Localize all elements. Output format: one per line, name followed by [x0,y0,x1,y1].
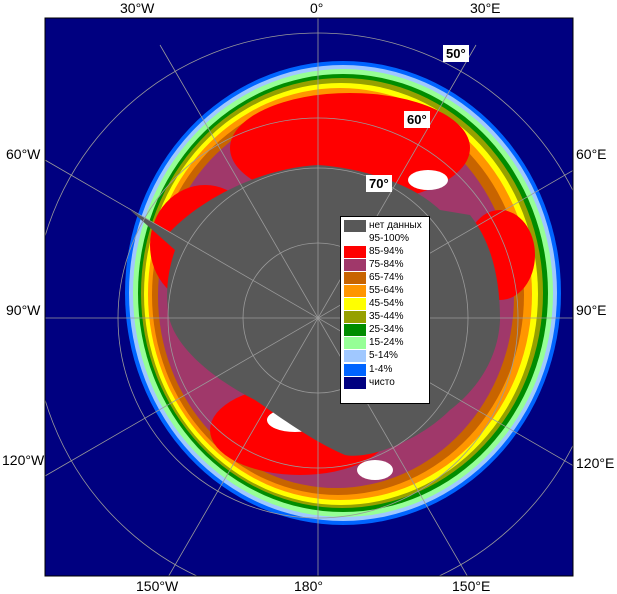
legend-item: 1-4% [344,363,426,376]
lat-label-60: 60° [404,111,430,128]
legend-item: 15-24% [344,337,426,350]
legend-label: 35-44% [369,311,404,323]
legend-item: нет данных [344,219,426,232]
legend-swatch [344,298,366,311]
legend-label: нет данных [369,219,422,231]
legend-swatch [344,376,366,389]
lon-label-left-90w: 90°W [6,302,41,318]
legend-item: 25-34% [344,324,426,337]
ice-patch-95-100-d [357,460,393,480]
meridian-150 [168,44,477,576]
legend-swatch [344,258,366,271]
legend-item: 75-84% [344,258,426,271]
legend-label: 95-100% [369,232,410,244]
legend-item: 5-14% [344,350,426,363]
legend-item: 55-64% [344,284,426,298]
lat-label-70: 70° [366,175,392,192]
legend-item: 45-54% [344,298,426,311]
legend-label: 55-64% [369,285,404,297]
legend-item: чисто [344,376,426,389]
lon-label-left-120w: 120°W [2,452,45,468]
legend-item: 85-94% [344,245,426,258]
legend-label: 45-54% [369,298,404,310]
legend-swatch [344,324,366,337]
map-frame [44,17,574,577]
lat-label-50: 50° [443,45,469,62]
legend-label: 65-74% [369,271,404,283]
legend-swatch [344,271,366,284]
legend-item: 95-100% [344,232,426,245]
lon-label-right-90e: 90°E [576,302,607,318]
lon-label-top-30e: 30°E [470,0,501,16]
legend-swatch [344,337,366,350]
legend-swatch [344,219,366,232]
legend-swatch [344,350,366,363]
legend-item: 65-74% [344,271,426,284]
legend-label: 25-34% [369,324,404,336]
lon-label-right-120e: 120°E [576,455,615,471]
lon-label-bottom-150e: 150°E [452,578,491,594]
legend-item: 35-44% [344,311,426,324]
lon-label-right-60e: 60°E [576,146,607,162]
lon-label-top-30w: 30°W [120,0,155,16]
legend-label: 1-4% [369,363,393,375]
lon-label-left-60w: 60°W [6,146,41,162]
concentration-legend: нет данных 95-100% 85-94% 75-84% 65-74% 55-64… [340,216,430,404]
legend-label: 5-14% [369,350,398,362]
lon-label-bottom-180: 180° [294,578,323,594]
legend-swatch [344,285,366,298]
lon-label-top-0: 0° [310,0,324,16]
legend-swatch [344,311,366,324]
legend-swatch [344,232,366,245]
ice-patch-95-100-b [408,170,448,190]
legend-label: 75-84% [369,258,404,270]
legend-label: чисто [369,376,395,388]
legend-label: 85-94% [369,245,404,257]
legend-swatch [344,245,366,258]
lon-label-bottom-150w: 150°W [136,578,179,594]
legend-label: 15-24% [369,337,404,349]
legend-swatch [344,363,366,376]
